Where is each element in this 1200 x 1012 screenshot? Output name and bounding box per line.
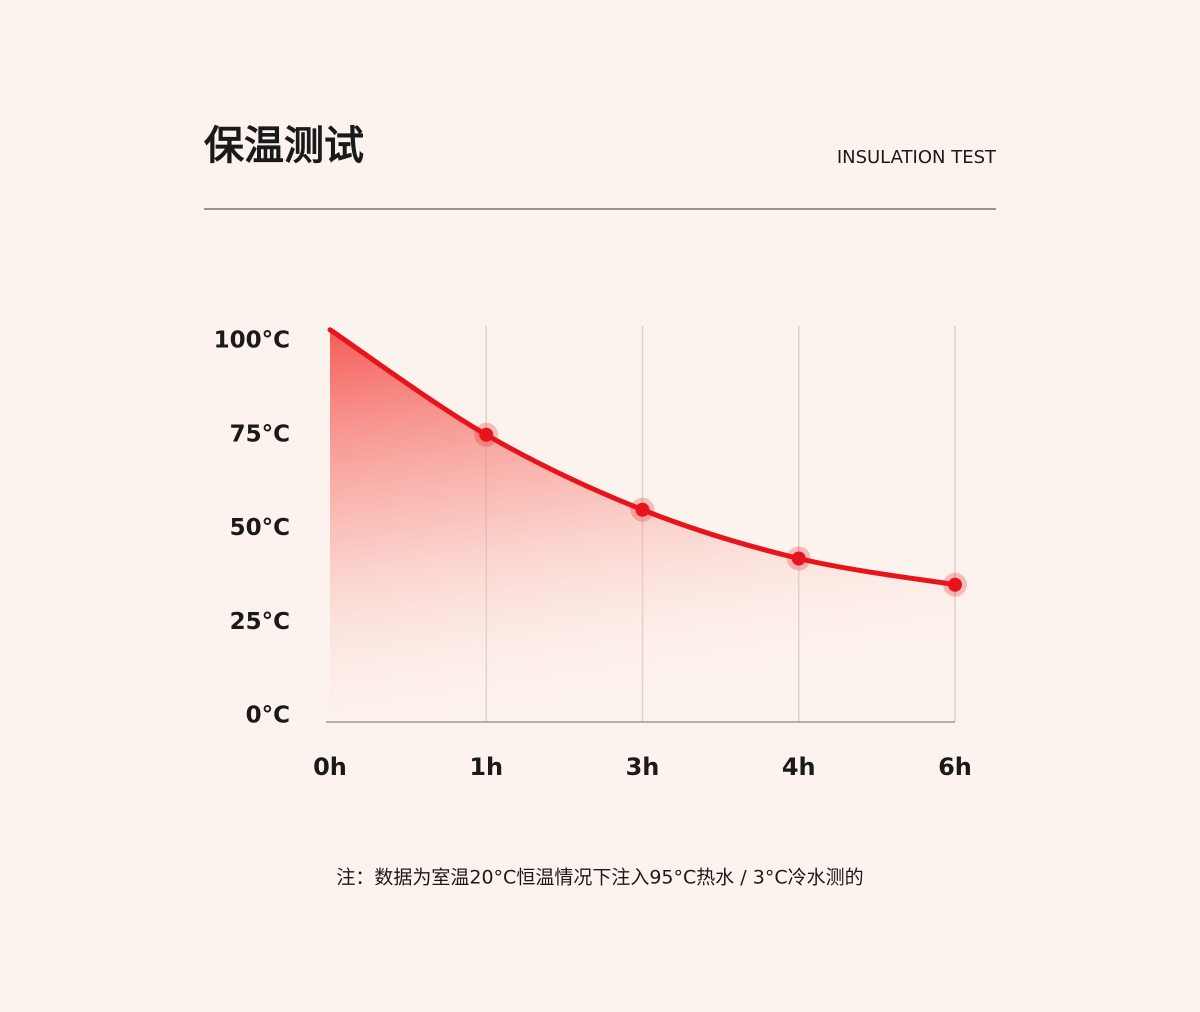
marker — [948, 577, 962, 592]
x-tick-label: 4h — [782, 753, 816, 781]
marker — [635, 502, 650, 517]
area — [330, 329, 955, 716]
chart-subtitle: INSULATION TEST — [837, 147, 997, 168]
y-tick-label: 50°C — [230, 515, 290, 541]
plot: 0°C 25°C 50°C 75°C 100°C 0h 1h 3h 4h 6h — [214, 326, 972, 781]
x-tick-label: 6h — [938, 753, 972, 781]
x-tick-label: 0h — [313, 753, 347, 781]
footnote: 注：数据为室温20°C恒温情况下注入95°C热水 / 3°C冷水测的 — [336, 867, 863, 889]
y-tick-label: 100°C — [214, 328, 290, 354]
chart-title: 保温测试 — [204, 123, 364, 169]
marker — [791, 551, 806, 566]
marker — [479, 427, 494, 442]
y-tick-label: 25°C — [230, 609, 290, 635]
x-tick-label: 3h — [626, 753, 660, 781]
y-tick-label: 75°C — [230, 421, 290, 447]
x-tick-label: 1h — [469, 753, 503, 781]
y-tick-label: 0°C — [246, 703, 290, 729]
